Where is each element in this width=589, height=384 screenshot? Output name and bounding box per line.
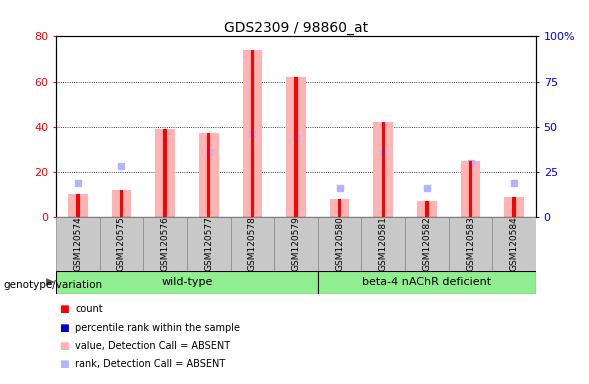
Bar	[294, 77, 297, 217]
Bar	[382, 122, 385, 217]
Text: rank, Detection Call = ABSENT: rank, Detection Call = ABSENT	[75, 359, 226, 369]
Bar	[120, 190, 123, 217]
Text: GSM120581: GSM120581	[379, 217, 388, 271]
Bar	[318, 271, 536, 294]
Bar	[504, 197, 524, 217]
Bar	[417, 201, 436, 217]
Text: GSM120580: GSM120580	[335, 217, 344, 271]
Text: beta-4 nAChR deficient: beta-4 nAChR deficient	[362, 277, 491, 287]
Text: GSM120578: GSM120578	[248, 217, 257, 271]
Bar	[405, 217, 449, 271]
Text: GSM120579: GSM120579	[292, 217, 300, 271]
Text: value, Detection Call = ABSENT: value, Detection Call = ABSENT	[75, 341, 230, 351]
Text: GSM120582: GSM120582	[422, 217, 431, 271]
Bar	[338, 199, 342, 217]
Bar	[362, 217, 405, 271]
Bar	[230, 217, 274, 271]
Text: GSM120583: GSM120583	[466, 217, 475, 271]
Bar	[250, 50, 254, 217]
Text: GSM120575: GSM120575	[117, 217, 126, 271]
Bar	[449, 217, 492, 271]
Bar	[68, 194, 88, 217]
Text: ■: ■	[59, 341, 69, 351]
Text: GSM120574: GSM120574	[73, 217, 82, 271]
Bar	[492, 217, 536, 271]
Text: genotype/variation: genotype/variation	[3, 280, 102, 290]
Title: GDS2309 / 98860_at: GDS2309 / 98860_at	[224, 22, 368, 35]
Bar	[286, 77, 306, 217]
Bar	[330, 199, 349, 217]
Bar	[243, 50, 262, 217]
Bar	[100, 217, 143, 271]
Bar	[373, 122, 393, 217]
Text: GSM120576: GSM120576	[161, 217, 170, 271]
Text: ■: ■	[59, 304, 69, 314]
Bar	[512, 197, 516, 217]
Bar	[425, 201, 429, 217]
Bar	[163, 129, 167, 217]
Text: count: count	[75, 304, 103, 314]
Bar	[76, 194, 80, 217]
Text: ■: ■	[59, 323, 69, 333]
Bar	[56, 271, 318, 294]
Bar	[143, 217, 187, 271]
Bar	[274, 217, 318, 271]
Bar	[111, 190, 131, 217]
Bar	[469, 161, 472, 217]
Bar	[187, 217, 230, 271]
Text: GSM120584: GSM120584	[509, 217, 519, 271]
Bar	[155, 129, 175, 217]
Bar	[56, 217, 100, 271]
Text: ■: ■	[59, 359, 69, 369]
Bar	[199, 134, 219, 217]
Bar	[318, 217, 362, 271]
Bar	[461, 161, 481, 217]
Text: wild-type: wild-type	[161, 277, 213, 287]
Text: percentile rank within the sample: percentile rank within the sample	[75, 323, 240, 333]
Text: GSM120577: GSM120577	[204, 217, 213, 271]
Bar	[207, 134, 210, 217]
